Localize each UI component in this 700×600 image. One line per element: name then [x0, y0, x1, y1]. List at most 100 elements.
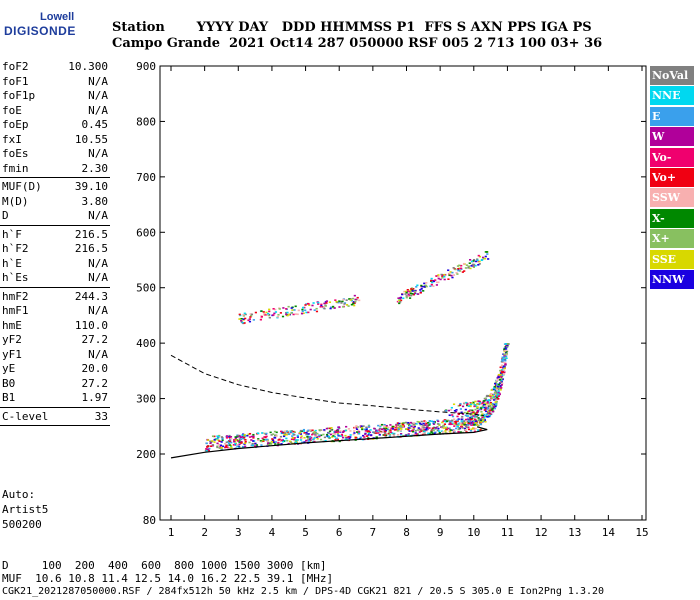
solid-profile-line	[170, 426, 488, 459]
echo-point	[452, 267, 455, 269]
echo-point	[330, 429, 333, 431]
param-name: foF1	[2, 74, 29, 88]
echo-point	[464, 414, 467, 417]
echo-point	[220, 446, 223, 449]
echo-point	[447, 419, 450, 422]
echo-point	[389, 424, 392, 426]
echo-point	[257, 438, 260, 440]
echo-point	[470, 402, 473, 405]
param-value: 10.55	[74, 132, 108, 146]
param-separator	[0, 406, 110, 408]
param-value: N/A	[88, 209, 108, 222]
echo-point	[273, 312, 276, 315]
echo-point	[500, 380, 503, 382]
echo-point	[396, 424, 400, 427]
echo-point	[400, 428, 403, 430]
echo-point	[367, 432, 371, 435]
param-row: foEp 0.45	[2, 118, 108, 132]
echo-point	[359, 437, 362, 440]
echo-point	[472, 260, 475, 262]
echo-point	[296, 439, 299, 441]
echo-point	[300, 437, 303, 440]
echo-point	[388, 431, 391, 434]
echo-point	[252, 435, 255, 438]
x-tick-label: 8	[403, 526, 410, 539]
echo-point	[312, 302, 315, 304]
echo-point	[348, 437, 351, 440]
echo-point	[354, 300, 357, 303]
param-row: yF1 N/A	[2, 348, 108, 362]
echo-point	[460, 264, 463, 267]
echo-point	[248, 436, 252, 438]
echo-point	[471, 424, 475, 426]
echo-point	[495, 379, 498, 382]
footer-file-info: CGK21_2021287050000.RSF / 284fx512h 50 k…	[2, 586, 605, 597]
echo-point	[310, 436, 313, 439]
echo-point	[299, 439, 303, 441]
echo-point	[462, 262, 466, 265]
echo-point	[238, 318, 241, 320]
echo-point	[460, 420, 463, 422]
echo-point	[322, 433, 325, 436]
echo-point	[327, 436, 330, 439]
echo-point	[463, 423, 466, 426]
echo-point	[459, 423, 462, 425]
echo-point	[289, 432, 292, 435]
echo-point	[447, 278, 450, 280]
echo-point	[500, 374, 504, 376]
echo-point	[307, 303, 310, 305]
echo-point	[460, 424, 463, 426]
echo-point	[347, 428, 351, 430]
echo-point	[236, 440, 240, 442]
echo-point	[444, 431, 447, 434]
echo-point	[302, 312, 305, 315]
echo-point	[478, 263, 481, 265]
echo-points	[204, 251, 510, 452]
param-name: B0	[2, 376, 16, 390]
echo-point	[365, 428, 368, 431]
echo-point	[398, 422, 401, 425]
echo-point	[407, 423, 411, 426]
echo-point	[465, 426, 469, 429]
echo-point	[497, 395, 500, 398]
echo-point	[397, 300, 401, 303]
echo-point	[352, 302, 355, 305]
echo-point	[406, 295, 410, 298]
echo-point	[348, 298, 351, 300]
echo-point	[221, 445, 225, 448]
echo-point	[399, 299, 403, 302]
echo-point	[442, 427, 445, 429]
echo-point	[457, 267, 460, 270]
echo-point	[484, 397, 487, 400]
echo-point	[247, 319, 250, 322]
echo-point	[260, 444, 263, 446]
param-row: yE 20.0	[2, 362, 108, 376]
param-row: MUF(D) 39.10	[2, 180, 108, 194]
echo-point	[221, 439, 224, 442]
echo-point	[219, 444, 223, 447]
echo-point	[323, 429, 326, 431]
echo-point	[343, 430, 346, 432]
echo-point	[458, 427, 461, 429]
echo-point	[497, 390, 500, 392]
echo-point	[484, 251, 487, 253]
echo-point	[480, 414, 483, 417]
echo-point	[260, 440, 263, 443]
echo-point	[448, 420, 452, 423]
echo-point	[250, 315, 253, 317]
echo-point	[445, 420, 449, 423]
echo-point	[320, 434, 323, 437]
x-tick-label: 12	[534, 526, 547, 539]
echo-point	[441, 276, 444, 279]
echo-point	[492, 410, 495, 413]
echo-point	[277, 443, 280, 446]
echo-point	[422, 422, 425, 425]
echo-point	[419, 291, 422, 294]
echo-point	[293, 438, 296, 441]
echo-point	[308, 438, 311, 441]
echo-point	[383, 427, 386, 430]
echo-point	[356, 431, 359, 433]
footer-muf: MUF 10.6 10.8 11.4 12.5 14.0 16.2 22.5 3…	[2, 572, 334, 585]
echo-point	[503, 355, 506, 357]
param-value: 20.0	[81, 362, 109, 375]
